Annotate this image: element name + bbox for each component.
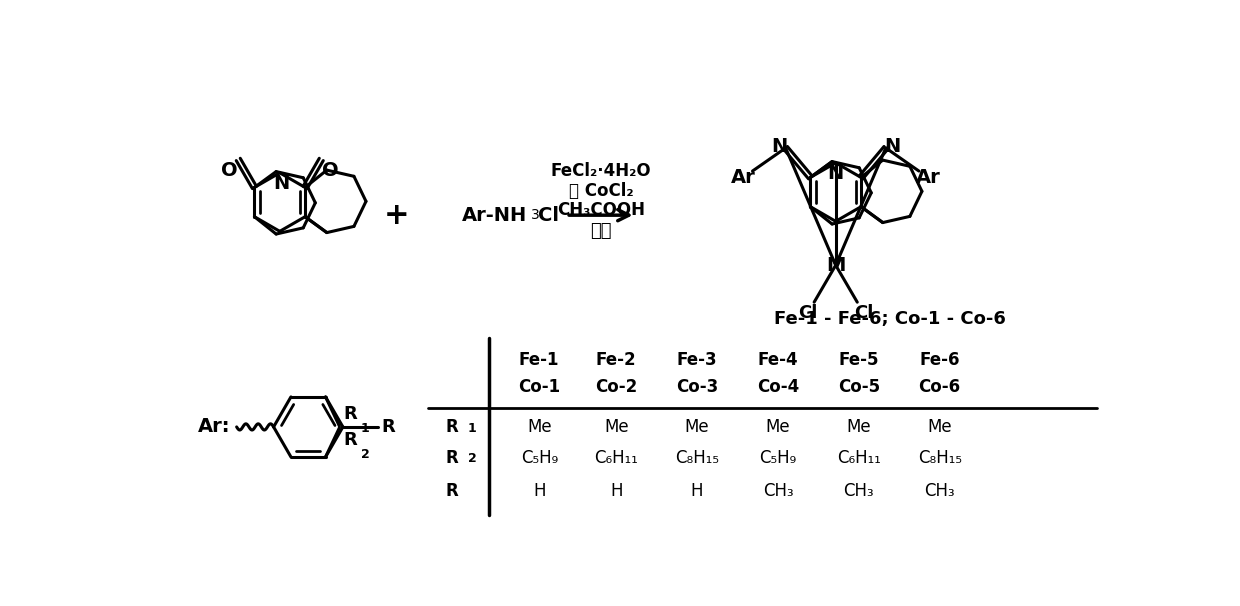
- Text: R: R: [382, 418, 396, 436]
- Text: Co-2: Co-2: [595, 378, 637, 396]
- Text: CH₃: CH₃: [843, 482, 874, 500]
- Text: Cl: Cl: [538, 205, 559, 225]
- Text: +: +: [384, 201, 409, 230]
- Text: 1: 1: [361, 422, 370, 435]
- Text: H: H: [691, 482, 703, 500]
- Text: Co-3: Co-3: [676, 378, 718, 396]
- Text: CH₃: CH₃: [763, 482, 794, 500]
- Text: M: M: [826, 256, 846, 275]
- Text: O: O: [322, 161, 339, 180]
- Text: N: N: [827, 164, 844, 183]
- Text: Ar: Ar: [916, 168, 940, 187]
- Text: Me: Me: [928, 418, 952, 436]
- Text: Fe-2: Fe-2: [596, 351, 636, 369]
- Text: Fe-4: Fe-4: [758, 351, 799, 369]
- Text: N: N: [273, 174, 289, 193]
- Text: H: H: [610, 482, 622, 500]
- Text: CH₃COOH: CH₃COOH: [557, 201, 645, 219]
- Text: C₈H₁₅: C₈H₁₅: [675, 448, 719, 467]
- Text: C₅H₉: C₅H₉: [521, 448, 558, 467]
- Text: C₈H₁₅: C₈H₁₅: [918, 448, 962, 467]
- Text: R: R: [343, 431, 357, 449]
- Text: Co-6: Co-6: [919, 378, 961, 396]
- Text: 1: 1: [467, 422, 476, 435]
- Text: Me: Me: [847, 418, 872, 436]
- Text: Fe-5: Fe-5: [838, 351, 879, 369]
- Text: Me: Me: [684, 418, 709, 436]
- Text: Fe-3: Fe-3: [677, 351, 718, 369]
- Text: C₅H₉: C₅H₉: [759, 448, 796, 467]
- Text: Co-5: Co-5: [838, 378, 880, 396]
- Text: FeCl₂·4H₂O: FeCl₂·4H₂O: [551, 162, 651, 180]
- Text: Ar:: Ar:: [198, 418, 231, 436]
- Text: Fe-6: Fe-6: [919, 351, 960, 369]
- Text: Co-4: Co-4: [756, 378, 799, 396]
- Text: C₆H₁₁: C₆H₁₁: [594, 448, 639, 467]
- Text: H: H: [533, 482, 546, 500]
- Text: 3: 3: [531, 208, 539, 222]
- Text: Me: Me: [527, 418, 552, 436]
- Text: 2: 2: [467, 452, 476, 465]
- Text: R: R: [343, 405, 357, 423]
- Text: O: O: [221, 161, 237, 180]
- Text: Cl: Cl: [799, 304, 817, 322]
- Text: Me: Me: [604, 418, 629, 436]
- Text: R: R: [445, 448, 459, 467]
- Text: C₆H₁₁: C₆H₁₁: [837, 448, 880, 467]
- Text: CH₃: CH₃: [924, 482, 955, 500]
- Text: Fe-1 - Fe-6; Co-1 - Co-6: Fe-1 - Fe-6; Co-1 - Co-6: [774, 310, 1006, 328]
- Text: 回流: 回流: [590, 222, 611, 239]
- Text: Ar: Ar: [730, 168, 755, 187]
- Text: R: R: [445, 418, 459, 436]
- Text: 2: 2: [361, 448, 370, 461]
- Text: Cl: Cl: [853, 304, 873, 322]
- Text: N: N: [771, 137, 787, 156]
- Text: R: R: [445, 482, 459, 500]
- Text: Ar-NH: Ar-NH: [463, 205, 527, 225]
- Text: Me: Me: [765, 418, 790, 436]
- Text: Fe-1: Fe-1: [520, 351, 559, 369]
- Text: 或 CoCl₂: 或 CoCl₂: [568, 182, 634, 199]
- Text: Co-1: Co-1: [518, 378, 560, 396]
- Text: N: N: [884, 137, 900, 156]
